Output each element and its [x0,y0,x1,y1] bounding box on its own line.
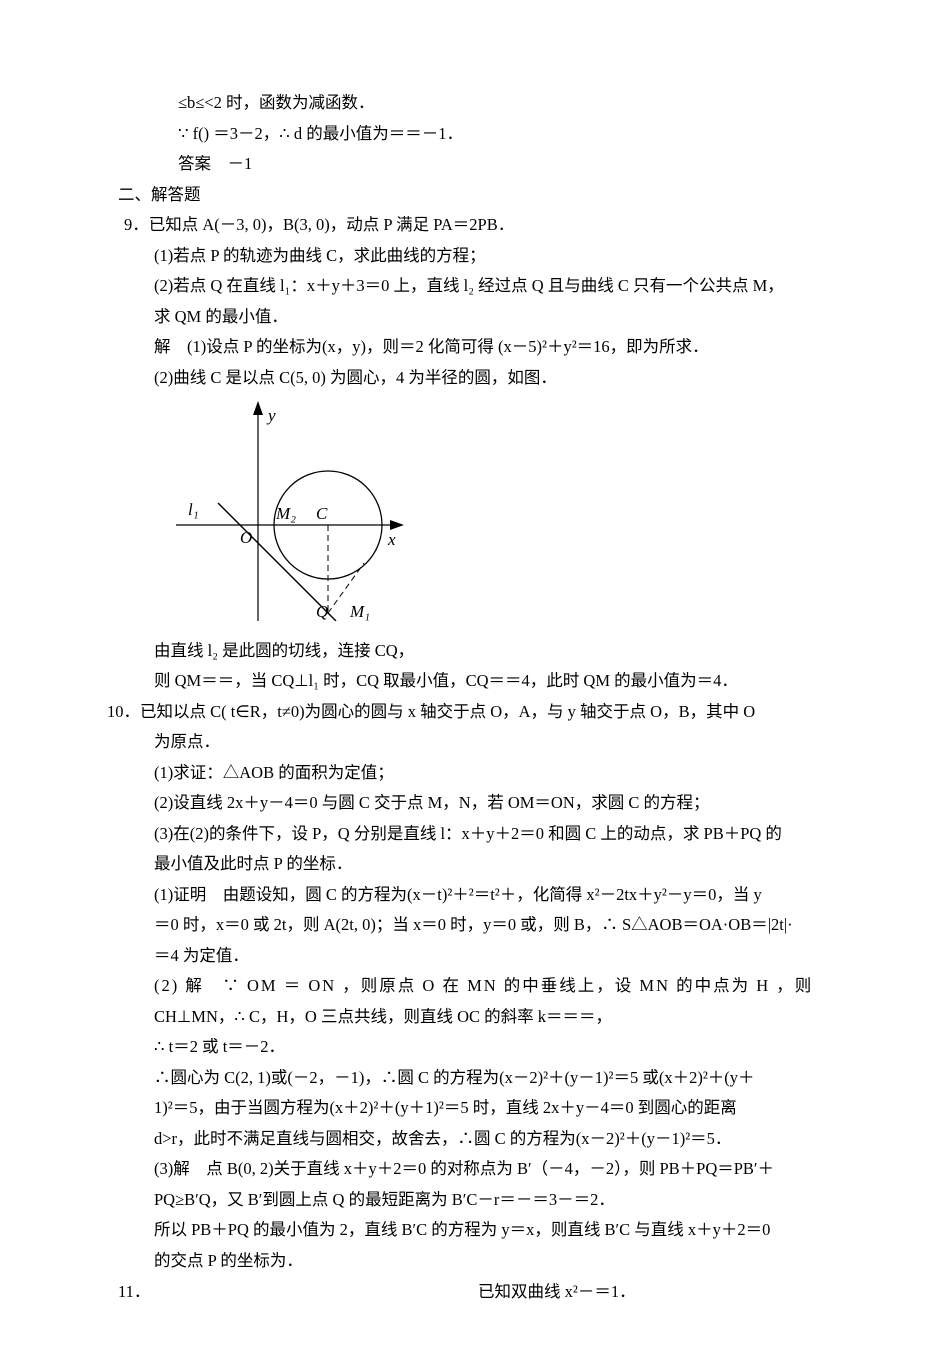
label-M1: M₁ [349,602,370,621]
q10-sol2b: CH⊥MN，∴ C，H，O 三点共线，则直线 OC 的斜率 k＝＝＝， [118,1002,830,1033]
geometry-diagram: y x l₁ O C M₂ Q M₁ [158,397,412,621]
page-body: ≤b≤<2 时，函数为减函数． ∵ f() ＝3－2，∴ d 的最小值为＝＝－1… [0,0,950,1347]
q9-after-fig-2: 则 QM＝＝，当 CQ⊥l₁ 时，CQ 取最小值，CQ＝＝4，此时 QM 的最小… [118,666,830,697]
section-heading: 二、解答题 [118,180,830,211]
label-C: C [316,504,328,523]
q9-part2: (2)若点 Q 在直线 l₁：x＋y＋3＝0 上，直线 l₂ 经过点 Q 且与曲… [118,271,830,302]
q9-solution-1: 解 (1)设点 P 的坐标为(x，y)，则＝2 化简可得 (x－5)²＋y²＝1… [118,332,830,363]
q10-sol2f: d>r，此时不满足直线与圆相交，故舍去，∴圆 C 的方程为(x－2)²＋(y－1… [118,1124,830,1155]
q11-text: 已知双曲线 x²－＝1． [478,1277,636,1308]
q10-sol2c: ∴ t＝2 或 t＝－2． [118,1032,830,1063]
text-line: ∵ f() ＝3－2，∴ d 的最小值为＝＝－1． [118,119,830,150]
x-axis-arrow [390,520,404,530]
question-9: 9．已知点 A(－3, 0)，B(3, 0)，动点 P 满足 PA＝2PB． [118,210,830,241]
q9-part1: (1)若点 P 的轨迹为曲线 C，求此曲线的方程； [118,241,830,272]
q10-sol3a: (3)解 点 B(0, 2)关于直线 x＋y＋2＝0 的对称点为 B′（－4，－… [118,1154,830,1185]
q9-part2b: 求 QM 的最小值． [118,302,830,333]
q9-solution-2: (2)曲线 C 是以点 C(5, 0) 为圆心，4 为半径的圆，如图． [118,363,830,394]
q10-sol2d: ∴圆心为 C(2, 1)或(－2，－1)，∴圆 C 的方程为(x－2)²＋(y－… [118,1063,830,1094]
label-O: O [240,528,252,547]
q10-sol2e: 1)²＝5，由于当圆方程为(x＋2)²＋(y＋1)²＝5 时，直线 2x＋y－4… [118,1093,830,1124]
label-l1: l₁ [188,500,199,519]
question-10: 10．已知以点 C( t∈R，t≠0)为圆心的圆与 x 轴交于点 O，A，与 y… [118,697,830,728]
q9-figure: y x l₁ O C M₂ Q M₁ [118,393,830,636]
q11-number: 11． [118,1277,478,1308]
q9-after-fig-1: 由直线 l₂ 是此圆的切线，连接 CQ， [118,636,830,667]
q10-part3b: 最小值及此时点 P 的坐标． [118,849,830,880]
q10-part3a: (3)在(2)的条件下，设 P，Q 分别是直线 l：x＋y＋2＝0 和圆 C 上… [118,819,830,850]
question-10b: 为原点． [118,727,830,758]
text-line: ≤b≤<2 时，函数为减函数． [118,88,830,119]
question-11-row: 11． 已知双曲线 x²－＝1． [118,1277,830,1308]
label-Q: Q [316,602,328,621]
q10-sol3b: PQ≥B′Q，又 B′到圆上点 Q 的最短距离为 B′C－r＝－＝3－＝2． [118,1185,830,1216]
q10-sol2a: (2) 解 ∵ OM ＝ ON ，则原点 O 在 MN 的中垂线上，设 MN 的… [118,971,830,1002]
q10-sol3d: 的交点 P 的坐标为． [118,1246,830,1277]
q10-proof1a: (1)证明 由题设知，圆 C 的方程为(x－t)²＋²＝t²＋，化简得 x²－2… [118,880,830,911]
q10-part2: (2)设直线 2x＋y－4＝0 与圆 C 交于点 M，N，若 OM＝ON，求圆 … [118,788,830,819]
label-x: x [387,530,396,549]
label-M2: M₂ [275,504,296,523]
q10-proof1b: ＝0 时，x＝0 或 2t，则 A(2t, 0)；当 x＝0 时，y＝0 或，则… [118,910,830,941]
label-y: y [266,406,276,425]
answer-line: 答案 －1 [118,149,830,180]
q10-sol3c: 所以 PB＋PQ 的最小值为 2，直线 B′C 的方程为 y＝x，则直线 B′C… [118,1215,830,1246]
q10-proof1c: ＝4 为定值． [118,941,830,972]
q10-part1: (1)求证：△AOB 的面积为定值； [118,758,830,789]
y-axis-arrow [253,401,263,415]
